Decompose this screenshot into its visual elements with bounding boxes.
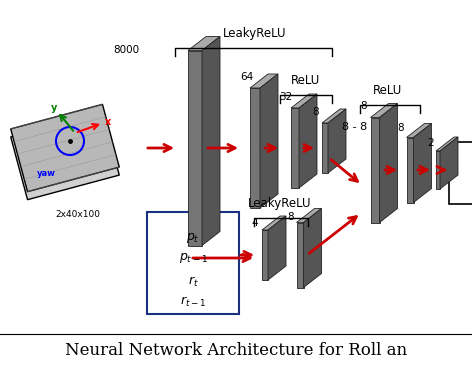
Text: ReLU: ReLU [373,84,403,97]
Polygon shape [296,222,303,288]
Polygon shape [268,216,286,280]
Polygon shape [303,208,321,288]
FancyBboxPatch shape [147,212,239,314]
Text: 8: 8 [397,123,404,133]
Text: x: x [105,117,111,127]
Polygon shape [260,74,278,208]
Text: $r_{t-1}$: $r_{t-1}$ [180,295,206,309]
Polygon shape [322,123,328,173]
FancyBboxPatch shape [449,142,472,204]
Text: 8: 8 [312,107,319,117]
Polygon shape [262,230,268,280]
Polygon shape [262,216,286,230]
Polygon shape [406,124,431,138]
Text: $p_{t-1}$: $p_{t-1}$ [178,251,207,265]
Text: 2: 2 [427,138,434,148]
Polygon shape [436,151,440,189]
Polygon shape [299,94,317,188]
Text: 8 - 8: 8 - 8 [342,122,368,132]
Polygon shape [371,118,379,222]
Polygon shape [11,104,119,192]
Text: 8: 8 [360,101,367,111]
Polygon shape [436,137,458,151]
Text: 8: 8 [287,212,294,222]
Text: LeakyReLU: LeakyReLU [223,27,287,40]
Polygon shape [413,124,431,202]
Text: Neural Network Architecture for Roll an: Neural Network Architecture for Roll an [65,342,407,359]
Polygon shape [291,94,317,108]
Text: LeakyReLU: LeakyReLU [248,197,312,210]
Polygon shape [322,109,346,123]
Polygon shape [250,74,278,88]
Polygon shape [296,208,321,222]
Text: y: y [51,103,58,113]
Polygon shape [328,109,346,173]
Text: 4: 4 [251,218,258,228]
Text: $r_t$: $r_t$ [187,275,198,289]
Text: 64: 64 [240,72,253,82]
Text: $p_t$: $p_t$ [186,231,200,245]
Polygon shape [371,103,397,118]
Polygon shape [11,112,119,200]
Polygon shape [188,51,202,246]
Polygon shape [440,137,458,189]
Polygon shape [202,36,220,246]
Text: 32: 32 [279,92,292,102]
Polygon shape [188,36,220,51]
Polygon shape [406,138,413,202]
Text: 8000: 8000 [113,45,139,55]
Polygon shape [379,103,397,222]
Text: ReLU: ReLU [290,74,320,87]
Polygon shape [291,108,299,188]
Text: 2x40x100: 2x40x100 [55,210,100,219]
Text: yaw: yaw [37,169,56,178]
Polygon shape [250,88,260,208]
